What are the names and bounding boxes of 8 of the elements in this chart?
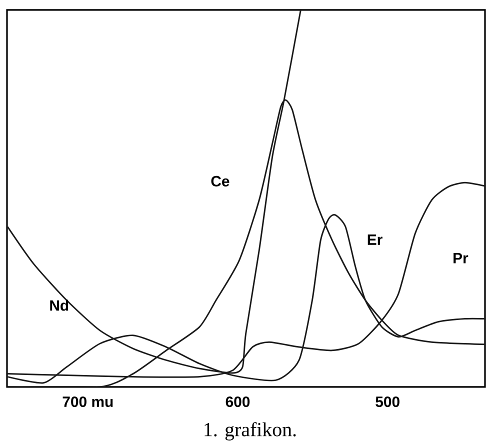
x-tick-label: 600	[226, 396, 250, 408]
x-tick-label: 700 mu	[62, 396, 113, 408]
series-label: Nd	[50, 300, 68, 311]
x-tick-label: 500	[376, 396, 400, 408]
text: Pr	[454, 253, 468, 264]
text: Ce	[211, 176, 230, 187]
series-label: Er	[368, 234, 382, 245]
text: 1. grafikon.	[204, 422, 296, 440]
